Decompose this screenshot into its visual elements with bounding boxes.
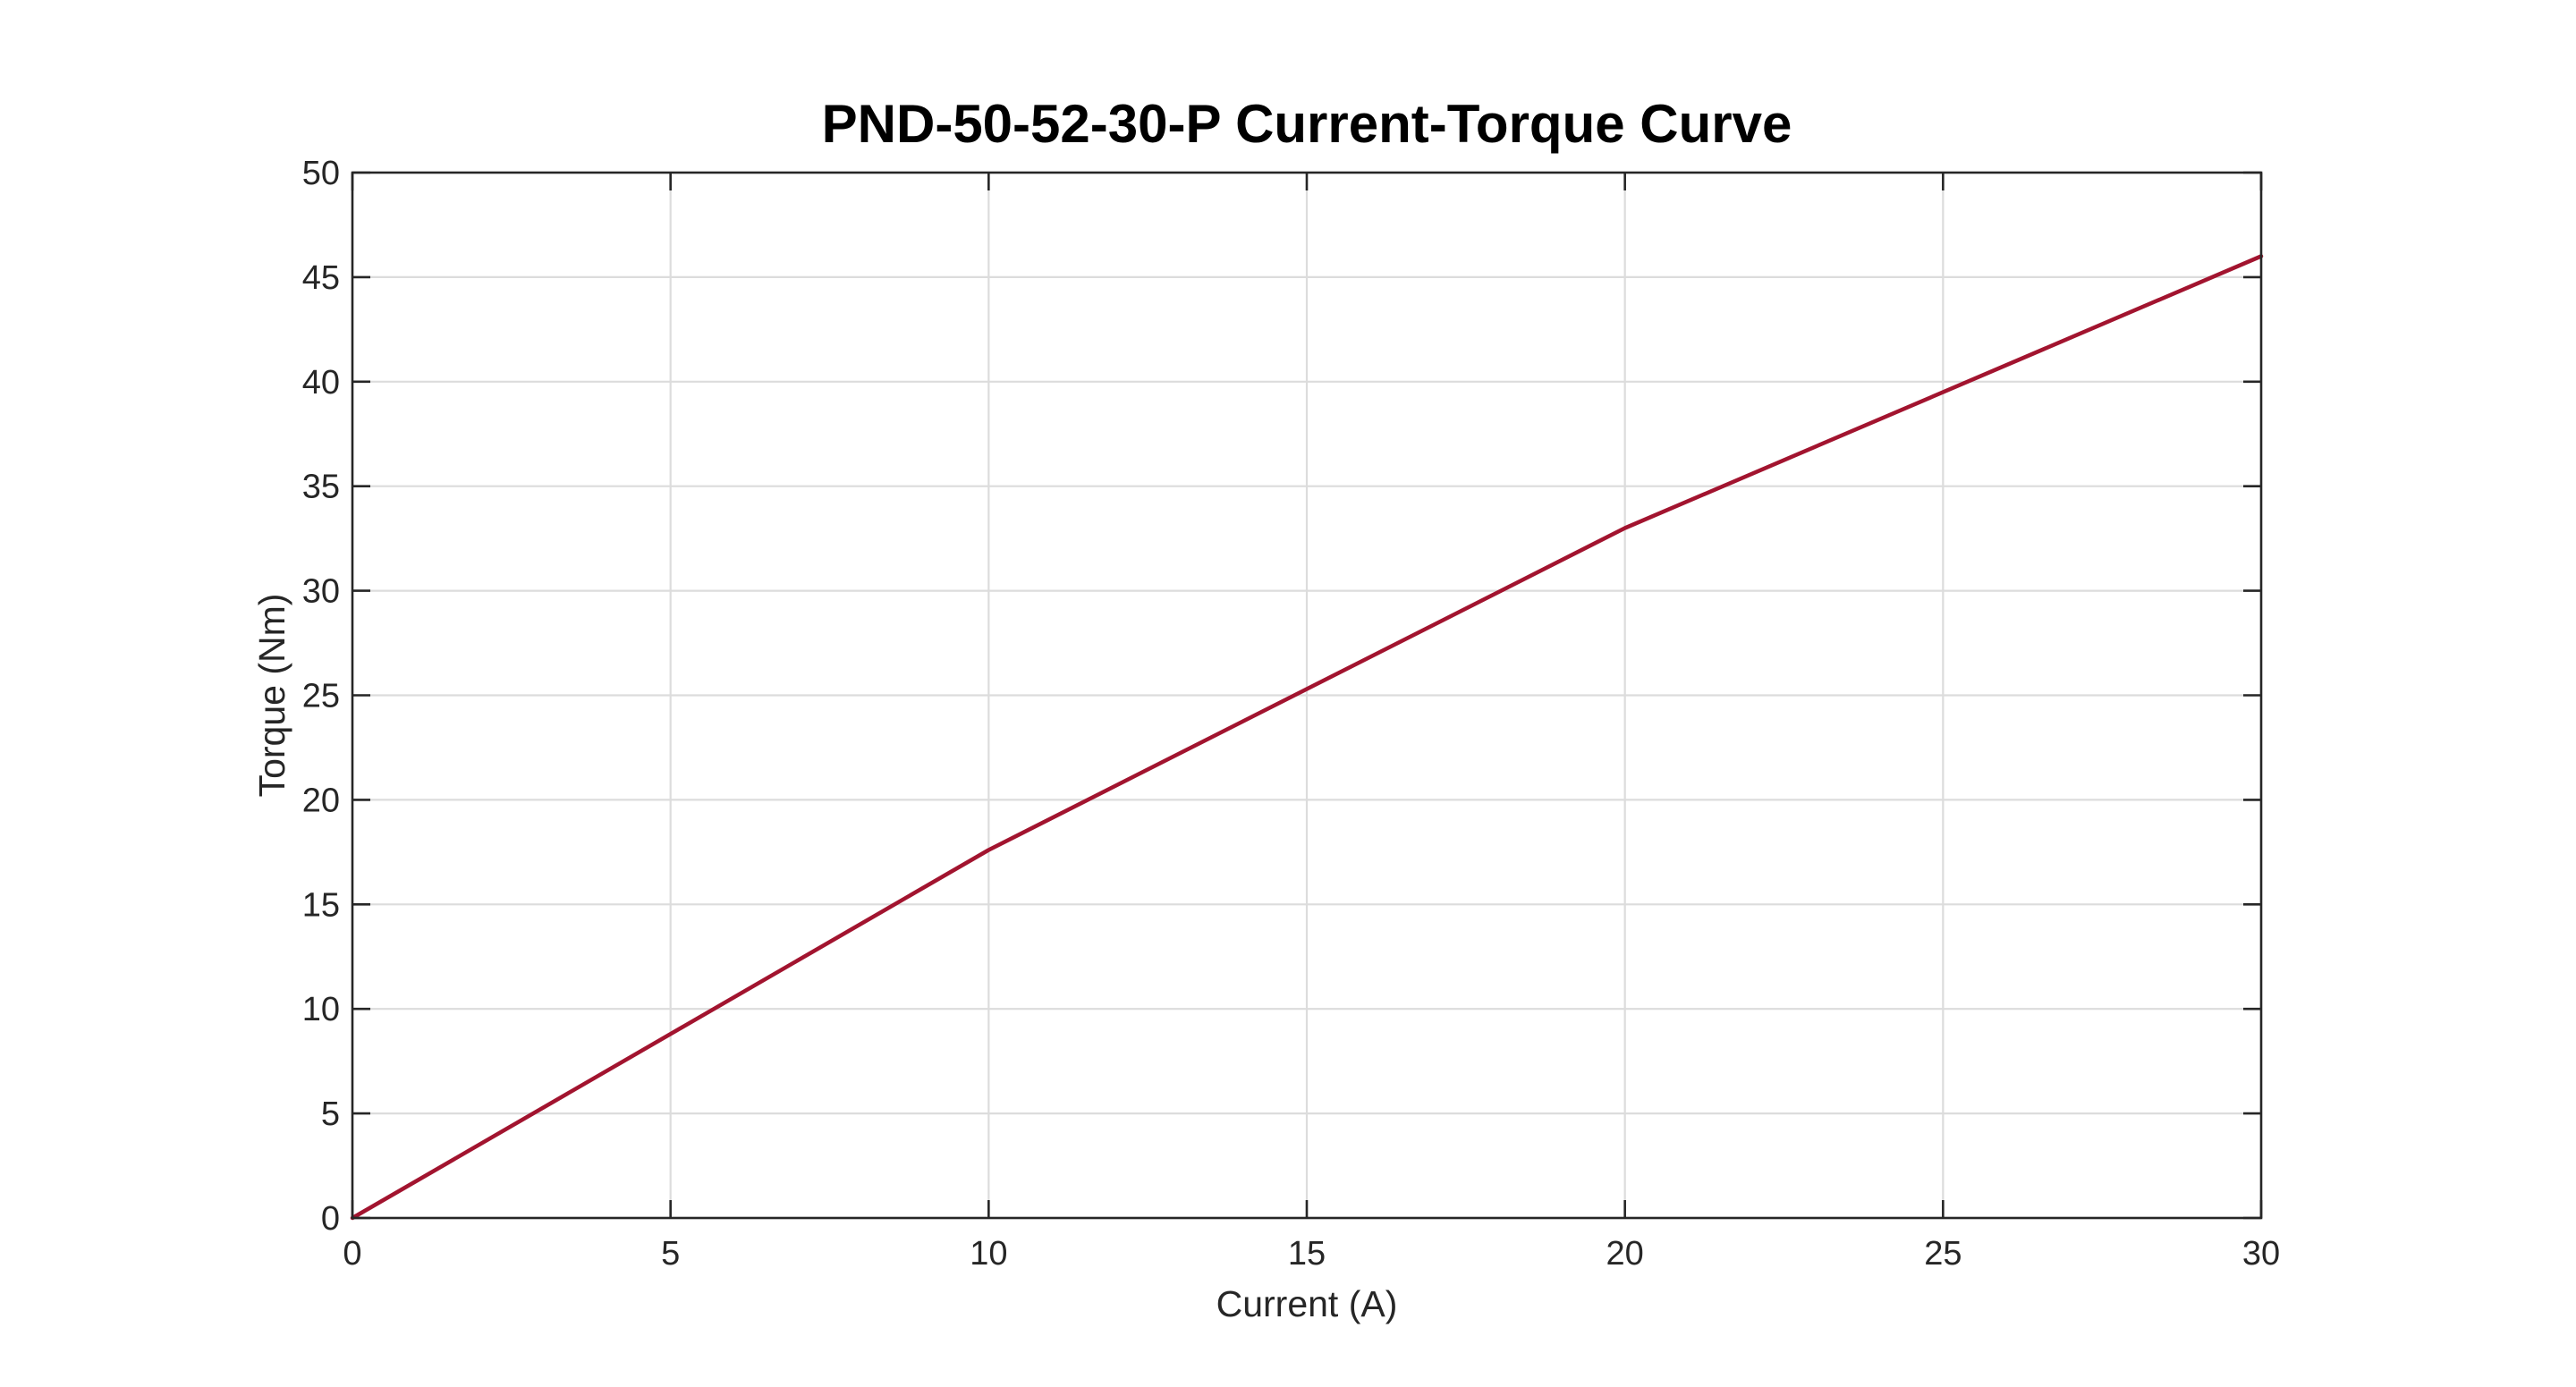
x-axis-label: Current (A) xyxy=(1216,1283,1398,1324)
y-axis-label: Torque (Nm) xyxy=(251,594,292,798)
plot-series xyxy=(350,254,2264,1221)
y-tick-label: 5 xyxy=(321,1095,340,1133)
y-tick-label: 35 xyxy=(302,469,340,506)
y-tick-label: 0 xyxy=(321,1200,340,1238)
y-tick-label: 50 xyxy=(302,155,340,192)
series-line xyxy=(350,254,2264,1221)
x-tick-label: 5 xyxy=(661,1235,680,1273)
y-tick-label: 15 xyxy=(302,886,340,924)
y-tick-label: 10 xyxy=(302,991,340,1028)
y-tick-label: 45 xyxy=(302,259,340,297)
x-tick-label: 10 xyxy=(970,1235,1007,1273)
x-tick-label: 15 xyxy=(1288,1235,1326,1273)
chart-title: PND-50-52-30-P Current-Torque Curve xyxy=(822,94,1792,154)
x-tick-label: 0 xyxy=(343,1235,361,1273)
x-tick-label: 25 xyxy=(1924,1235,1962,1273)
y-tick-label: 40 xyxy=(302,364,340,402)
tick-marks xyxy=(351,171,2263,1220)
y-tick-label: 20 xyxy=(302,782,340,819)
y-tick-labels: 0 5 10 15 20 25 30 35 40 45 50 xyxy=(302,155,340,1238)
y-tick-label: 25 xyxy=(302,678,340,715)
x-tick-label: 30 xyxy=(2242,1235,2280,1273)
y-tick-label: 30 xyxy=(302,573,340,611)
x-tick-label: 20 xyxy=(1606,1235,1644,1273)
x-tick-labels: 0 5 10 15 20 25 30 xyxy=(343,1235,2280,1273)
grid xyxy=(352,173,2261,1218)
